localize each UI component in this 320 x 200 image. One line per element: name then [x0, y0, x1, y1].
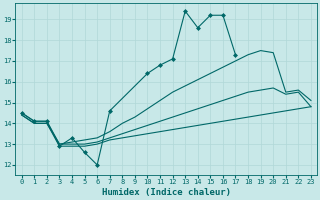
- X-axis label: Humidex (Indice chaleur): Humidex (Indice chaleur): [102, 188, 231, 197]
